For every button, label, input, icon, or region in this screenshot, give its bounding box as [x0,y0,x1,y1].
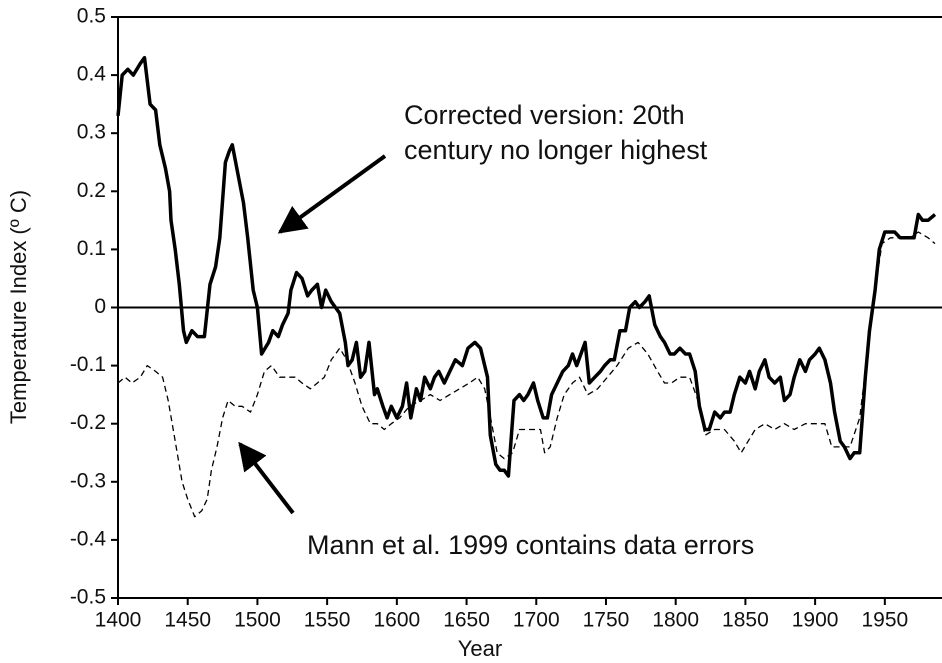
y-axis-title: Temperature Index (º C) [6,190,31,424]
y-tick-label: -0.1 [70,353,106,376]
x-tick-label: 1700 [513,609,560,632]
x-tick-label: 1450 [164,609,211,632]
data-line [116,55,937,478]
y-tick-label: -0.2 [70,411,106,434]
x-tick-label: 1850 [722,609,769,632]
x-tick-label: 1950 [861,609,908,632]
x-tick-label: 1750 [583,609,630,632]
annotation: century no longer highest [404,135,708,165]
y-tick-label: 0 [94,295,106,318]
data-line [117,231,936,518]
y-tick-label: 0.4 [77,63,107,86]
y-tick-label: -0.5 [70,586,106,609]
annotation: Corrected version: 20th [404,100,685,130]
x-tick-label: 1900 [792,609,839,632]
y-tick-label: -0.4 [70,527,107,550]
x-tick-label: 1550 [304,609,351,632]
x-tick-label: 1650 [443,609,490,632]
annotation-arrow [238,441,295,515]
y-tick-label: 0.5 [77,5,106,28]
y-tick-label: 0.1 [77,237,106,260]
x-tick-label: 1600 [373,609,420,632]
y-tick-label: 0.3 [77,121,106,144]
y-tick-label: 0.2 [77,179,106,202]
annotation: Mann et al. 1999 contains data errors [307,530,754,560]
y-tick-label: -0.3 [70,469,106,492]
annotation-arrow [277,154,387,234]
x-axis-title: Year [458,636,502,661]
x-tick-label: 1400 [95,609,142,632]
x-tick-label: 1500 [234,609,281,632]
x-tick-label: 1800 [652,609,699,632]
